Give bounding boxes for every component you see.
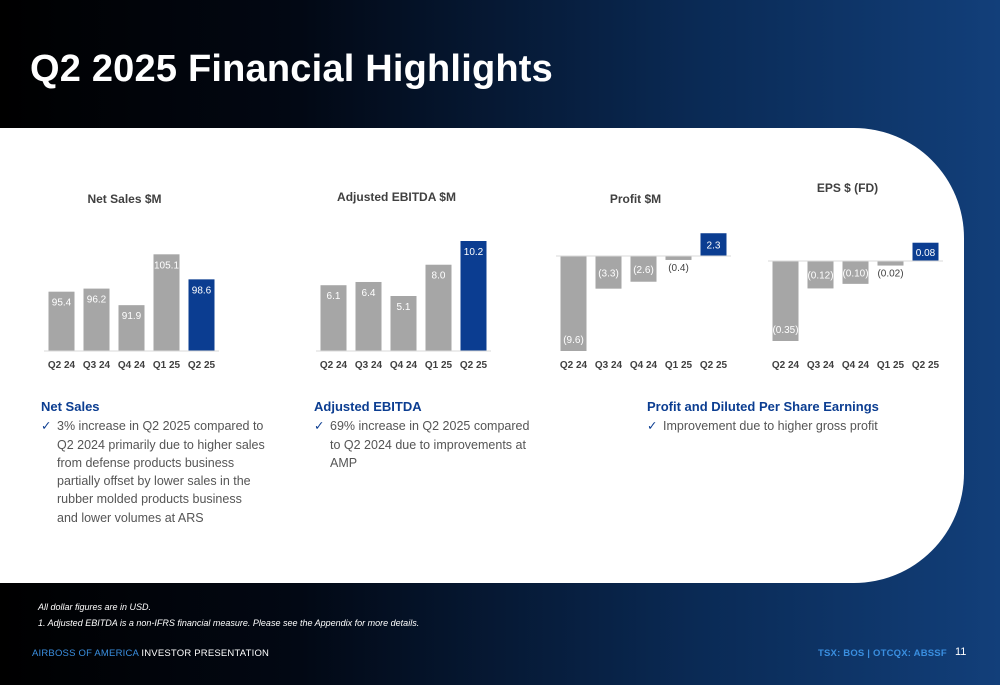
chart-title: Adjusted EBITDA $M	[337, 190, 456, 204]
bar-data-label: (0.12)	[807, 271, 833, 282]
x-tick-label: Q1 25	[877, 360, 905, 371]
bar	[320, 285, 347, 351]
footnote-ebitda: 1. Adjusted EBITDA is a non-IFRS financi…	[38, 618, 420, 628]
x-tick-label: Q4 24	[390, 360, 418, 371]
x-tick-label: Q3 24	[355, 360, 383, 371]
bar-data-label: 5.1	[397, 302, 411, 313]
bar	[390, 296, 417, 351]
x-tick-label: Q4 24	[842, 360, 870, 371]
ebitda-bullet-text: 69% increase in Q2 2025 compared to Q2 2…	[330, 419, 530, 470]
net-sales-chart-svg: Net Sales $M 95.4 Q2 24 96.2 Q3 24 91.9 Q4 24 1…	[44, 192, 219, 371]
bar-data-label: (2.6)	[633, 265, 654, 276]
ebitda-heading: Adjusted EBITDA	[314, 399, 422, 414]
check-icon: ✓	[647, 419, 658, 434]
bar	[460, 241, 487, 351]
bar	[153, 254, 180, 351]
bar	[425, 264, 452, 351]
bar	[595, 256, 622, 289]
chart-title: Profit $M	[610, 192, 661, 206]
bar	[118, 305, 145, 351]
profit-chart-svg: Profit $M (9.6) Q2 24 (3.3) Q3 24 (2.6) Q4 24 (…	[556, 192, 731, 371]
check-icon: ✓	[41, 419, 52, 434]
bar-data-label: 95.4	[52, 298, 72, 309]
bar-data-label: 91.9	[122, 311, 142, 322]
check-icon: ✓	[314, 419, 325, 434]
net-sales-chart: Net Sales $M 95.4 Q2 24 96.2 Q3 24 91.9 Q4 24 1…	[30, 128, 230, 378]
ebitda-section: Adjusted EBITDA ✓ 69% increase in Q2 202…	[314, 398, 539, 472]
bar-data-label: (0.4)	[668, 263, 689, 274]
bar	[630, 256, 657, 282]
adjusted-ebitda-chart-svg: Adjusted EBITDA $M 6.1 Q2 24 6.4 Q3 24 5.1 Q4 …	[316, 190, 491, 371]
profit-section: Profit and Diluted Per Share Earnings ✓ …	[647, 398, 907, 436]
x-tick-label: Q2 25	[188, 360, 216, 371]
bar-data-label: 10.2	[464, 247, 484, 258]
net-sales-section: Net Sales ✓ 3% increase in Q2 2025 compa…	[41, 398, 266, 527]
x-tick-label: Q3 24	[807, 360, 835, 371]
bar	[188, 279, 215, 351]
footer-title: AIRBOSS OF AMERICA INVESTOR PRESENTATION	[32, 648, 269, 659]
x-tick-label: Q2 24	[560, 360, 588, 371]
bar-data-label: (0.10)	[842, 268, 868, 279]
net-sales-bullet: ✓ 3% increase in Q2 2025 compared to Q2 …	[41, 417, 266, 527]
footer-brand: AIRBOSS OF AMERICA	[32, 648, 139, 659]
x-tick-label: Q2 24	[772, 360, 800, 371]
page-number: 11	[955, 646, 967, 658]
bar	[83, 288, 110, 351]
x-tick-label: Q1 25	[665, 360, 693, 371]
bar	[877, 261, 904, 266]
x-tick-label: Q1 25	[425, 360, 453, 371]
ebitda-bullet: ✓ 69% increase in Q2 2025 compared to Q2…	[314, 417, 539, 472]
content-panel: Net Sales $M 95.4 Q2 24 96.2 Q3 24 91.9 Q4 24 1…	[0, 128, 964, 583]
x-tick-label: Q2 25	[912, 360, 940, 371]
footer-tickers: TSX: BOS | OTCQX: ABSSF	[818, 648, 947, 659]
eps-chart: EPS $ (FD) (0.35) Q2 24 (0.12) Q3 24 (0.10) Q4…	[752, 128, 952, 378]
bar	[912, 242, 939, 261]
bar-data-label: 98.6	[192, 285, 212, 296]
bar-data-label: (0.02)	[877, 269, 903, 280]
bar	[807, 261, 834, 289]
bar-data-label: (9.6)	[563, 335, 584, 346]
bar-data-label: 105.1	[154, 260, 179, 271]
bar	[48, 291, 75, 351]
bar	[560, 256, 587, 351]
x-tick-label: Q1 25	[153, 360, 181, 371]
bar	[842, 261, 869, 284]
page-title: Q2 2025 Financial Highlights	[30, 48, 553, 90]
eps-chart-svg: EPS $ (FD) (0.35) Q2 24 (0.12) Q3 24 (0.10) Q4…	[768, 181, 943, 371]
x-tick-label: Q2 24	[48, 360, 76, 371]
x-tick-label: Q4 24	[630, 360, 658, 371]
bar-data-label: 6.1	[327, 291, 341, 302]
chart-title: EPS $ (FD)	[817, 181, 878, 195]
profit-bullet-text: Improvement due to higher gross profit	[663, 419, 878, 434]
x-tick-label: Q3 24	[83, 360, 111, 371]
profit-bullet: ✓ Improvement due to higher gross profit	[647, 417, 907, 435]
net-sales-heading: Net Sales	[41, 399, 100, 414]
profit-heading: Profit and Diluted Per Share Earnings	[647, 399, 879, 414]
bar-data-label: (3.3)	[598, 268, 619, 279]
bar	[355, 281, 382, 351]
bar-data-label: 0.08	[916, 248, 936, 259]
bar-data-label: 6.4	[362, 288, 376, 299]
bar-data-label: 2.3	[707, 241, 721, 252]
net-sales-bullet-text: 3% increase in Q2 2025 compared to Q2 20…	[57, 419, 265, 525]
x-tick-label: Q2 24	[320, 360, 348, 371]
bar-data-label: (0.35)	[772, 325, 798, 336]
bar	[665, 256, 692, 260]
footnote-usd: All dollar figures are in USD.	[38, 602, 152, 612]
bar	[700, 233, 727, 256]
adjusted-ebitda-chart: Adjusted EBITDA $M 6.1 Q2 24 6.4 Q3 24 5.1 Q4 …	[302, 128, 502, 378]
x-tick-label: Q3 24	[595, 360, 623, 371]
bar-data-label: 96.2	[87, 295, 107, 306]
bar	[772, 261, 799, 341]
bar-data-label: 8.0	[432, 271, 446, 282]
profit-chart: Profit $M (9.6) Q2 24 (3.3) Q3 24 (2.6) Q4 24 (…	[540, 128, 740, 378]
x-tick-label: Q2 25	[460, 360, 488, 371]
x-tick-label: Q4 24	[118, 360, 146, 371]
x-tick-label: Q2 25	[700, 360, 728, 371]
footer-presentation: INVESTOR PRESENTATION	[138, 648, 270, 659]
chart-title: Net Sales $M	[87, 192, 161, 206]
